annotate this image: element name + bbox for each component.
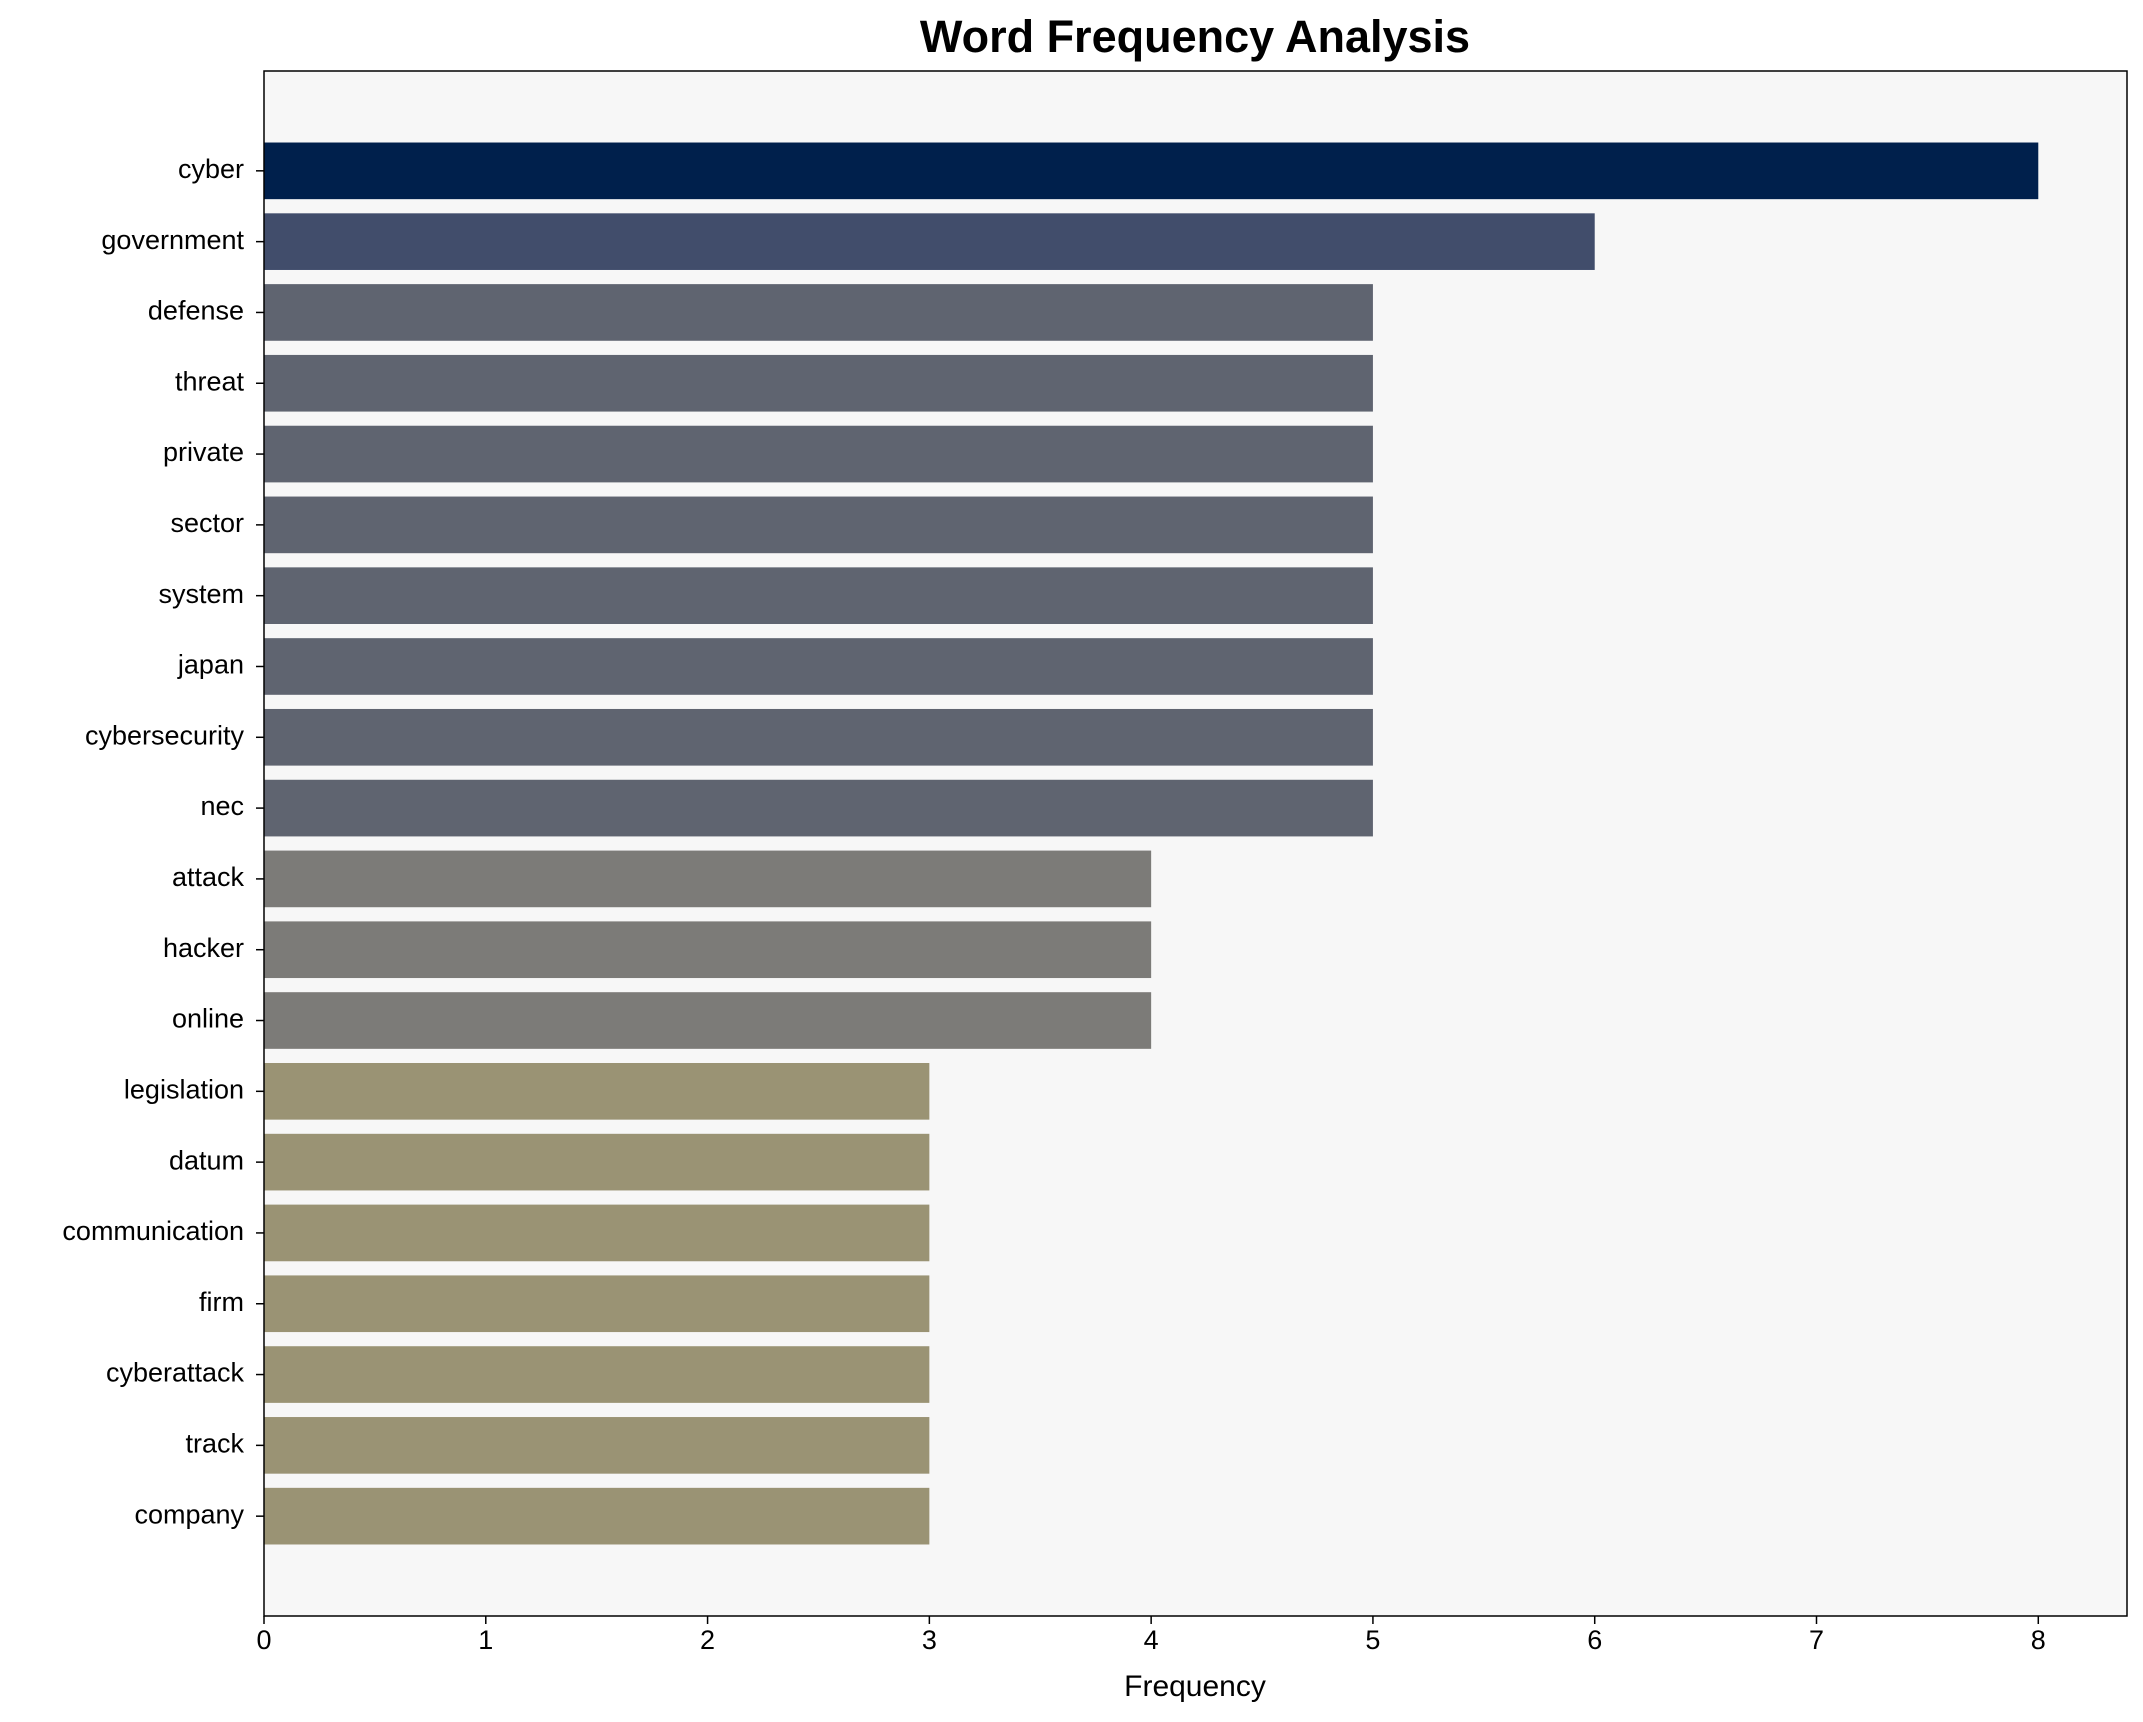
bar [264, 921, 1152, 979]
x-tick-label: 7 [1809, 1625, 1824, 1655]
y-tick-label: datum [169, 1145, 244, 1175]
x-tick-label: 4 [1144, 1625, 1159, 1655]
bar [264, 1204, 930, 1262]
y-tick-label: sector [170, 508, 244, 538]
bar [264, 1063, 930, 1120]
bar [264, 992, 1152, 1049]
x-axis-label: Frequency [1124, 1670, 1266, 1703]
bar [264, 213, 1595, 270]
plot-frame [263, 70, 2128, 1617]
bar [264, 708, 1373, 766]
y-tick-label: nec [200, 791, 244, 821]
y-tick-label: private [163, 437, 244, 467]
y-tick-label: track [185, 1428, 244, 1458]
bar [264, 567, 1373, 624]
chart-title: Word Frequency Analysis [920, 11, 1470, 62]
bar [264, 1275, 930, 1333]
bar [264, 1417, 930, 1474]
y-tick-label: cyber [178, 154, 244, 184]
y-tick-label: system [158, 579, 244, 609]
y-tick-label: threat [175, 366, 245, 396]
bar [264, 850, 1152, 908]
bar [264, 1487, 930, 1545]
bar [264, 142, 2039, 200]
y-tick-label: legislation [124, 1074, 244, 1104]
y-tick-label: cyberattack [106, 1358, 245, 1388]
y-tick-label: cybersecurity [85, 720, 245, 750]
y-tick-label: defense [148, 296, 244, 326]
x-tick-label: 3 [922, 1625, 937, 1655]
bar [264, 284, 1373, 341]
x-tick-label: 1 [478, 1625, 493, 1655]
y-tick-label: japan [177, 650, 244, 680]
x-tick-label: 2 [700, 1625, 715, 1655]
bar [264, 779, 1373, 837]
bar [264, 638, 1373, 695]
y-tick-label: company [134, 1499, 244, 1529]
bar [264, 354, 1373, 412]
bar [264, 1133, 930, 1191]
x-tick-label: 0 [256, 1625, 271, 1655]
y-tick-label: communication [62, 1216, 244, 1246]
bar [264, 1346, 930, 1403]
y-tick-label: hacker [163, 933, 244, 963]
x-tick-label: 5 [1365, 1625, 1380, 1655]
bar [264, 425, 1373, 483]
y-tick-label: attack [172, 862, 245, 892]
y-tick-label: government [101, 225, 244, 255]
x-tick-label: 6 [1587, 1625, 1602, 1655]
y-tick-label: online [172, 1004, 244, 1034]
y-tick-label: firm [199, 1287, 244, 1317]
x-tick-label: 8 [2031, 1625, 2046, 1655]
bar [264, 496, 1373, 554]
